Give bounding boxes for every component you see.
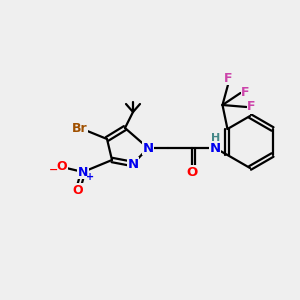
Text: H: H xyxy=(212,133,220,143)
Text: −: − xyxy=(49,165,59,175)
Text: N: N xyxy=(128,158,139,170)
Text: O: O xyxy=(186,166,198,178)
Text: O: O xyxy=(57,160,67,173)
Text: N: N xyxy=(78,166,88,178)
Text: O: O xyxy=(73,184,83,196)
Text: N: N xyxy=(142,142,154,154)
Text: F: F xyxy=(247,100,256,113)
Text: F: F xyxy=(241,86,250,100)
Text: N: N xyxy=(209,142,220,154)
Text: +: + xyxy=(86,172,94,182)
Text: F: F xyxy=(224,71,233,85)
Text: Br: Br xyxy=(72,122,88,134)
